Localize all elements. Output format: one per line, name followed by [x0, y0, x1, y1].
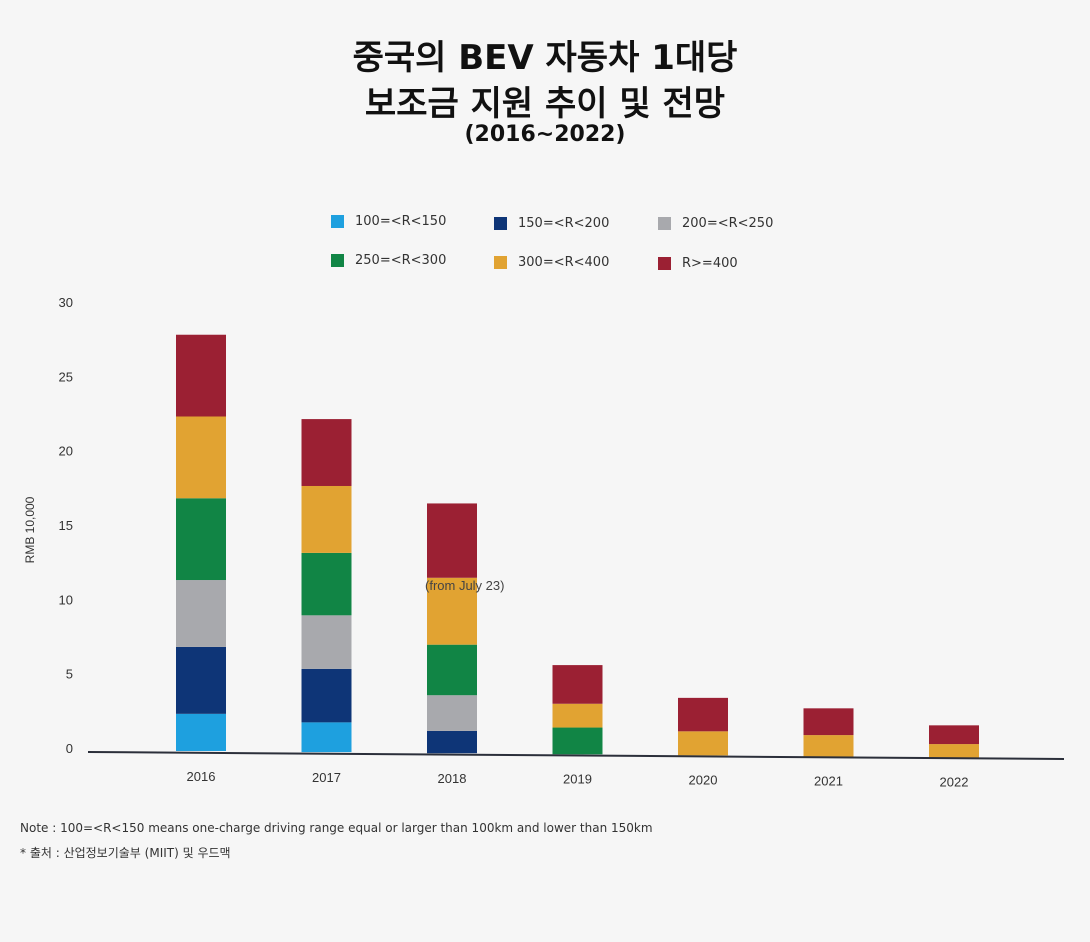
- bar-segment: [176, 498, 226, 581]
- bar-segment: [301, 485, 352, 553]
- bar-segment: [176, 713, 226, 751]
- legend-item-100-150: 100=<R<150: [331, 214, 446, 229]
- y-tick-label: 15: [59, 518, 73, 533]
- bar-segment: [552, 703, 603, 728]
- y-tick-label: 0: [66, 741, 73, 756]
- footnote-range: Note : 100=<R<150 means one-charge drivi…: [20, 821, 653, 835]
- x-tick-label: 2018: [438, 771, 467, 786]
- bar-segment: [301, 722, 352, 753]
- legend-swatch: [331, 254, 344, 267]
- bar-segment: [678, 731, 728, 756]
- legend-item-150-200: 150=<R<200: [494, 216, 609, 231]
- bar-segment: [176, 416, 226, 499]
- bar-segment: [176, 580, 226, 647]
- bar-segment: [427, 577, 477, 645]
- y-tick-label: 5: [66, 667, 73, 682]
- x-tick-label: 2019: [563, 772, 592, 787]
- chart-title-line2: 보조금 지원 추이 및 전망: [364, 84, 726, 124]
- legend-label: 250=<R<300: [355, 253, 447, 268]
- legend-label: 300=<R<400: [518, 255, 610, 270]
- legend-item-200-250: 200=<R<250: [658, 216, 773, 231]
- legend-swatch: [494, 256, 507, 269]
- y-tick-label: 10: [59, 592, 73, 607]
- x-tick-label: 2016: [187, 769, 216, 784]
- bar-segment: [176, 646, 226, 714]
- y-tick-label: 25: [59, 369, 73, 384]
- bar-segment: [552, 665, 603, 704]
- bar-segment: [803, 735, 854, 757]
- bar-segment: [929, 744, 979, 758]
- bar-segment: [803, 708, 854, 736]
- bar-segment: [427, 503, 477, 578]
- legend-item-400-plus: R>=400: [658, 256, 738, 271]
- y-axis-label: RMB 10,000: [23, 496, 37, 563]
- bar-segment: [427, 644, 477, 696]
- bar-segment: [176, 334, 226, 417]
- bar-segment: [427, 695, 477, 731]
- chart-annotation: (from July 23): [425, 578, 504, 593]
- y-tick-label: 30: [59, 295, 73, 310]
- x-tick-label: 2022: [940, 774, 969, 789]
- legend-item-300-400: 300=<R<400: [494, 255, 609, 270]
- x-tick-label: 2021: [814, 774, 843, 789]
- bar-segment: [427, 730, 477, 754]
- footnote-source: * 출처 : 산업정보기술부 (MIIT) 및 우드맥: [20, 846, 231, 860]
- legend-swatch: [494, 217, 507, 230]
- legend-label: R>=400: [682, 256, 738, 271]
- legend-label: 200=<R<250: [682, 216, 774, 231]
- bar-segment: [301, 668, 352, 723]
- x-axis-line: [87, 751, 1065, 760]
- bar-segment: [929, 725, 979, 745]
- bar-segment: [301, 615, 352, 669]
- bar-segment: [301, 419, 352, 486]
- bar-segment: [301, 552, 352, 616]
- bar-segment: [552, 727, 603, 755]
- legend-label: 150=<R<200: [518, 216, 610, 231]
- x-tick-label: 2017: [312, 770, 341, 785]
- legend-label: 100=<R<150: [355, 214, 447, 229]
- y-tick-label: 20: [59, 444, 73, 459]
- chart-title-line1: 중국의 BEV 자동차 1대당: [352, 38, 738, 78]
- legend-swatch: [658, 217, 671, 230]
- chart-title-years: (2016~2022): [464, 122, 626, 147]
- bar-segment: [678, 697, 728, 732]
- legend-item-250-300: 250=<R<300: [331, 253, 446, 268]
- legend-swatch: [331, 215, 344, 228]
- x-tick-label: 2020: [689, 773, 718, 788]
- legend-swatch: [658, 257, 671, 270]
